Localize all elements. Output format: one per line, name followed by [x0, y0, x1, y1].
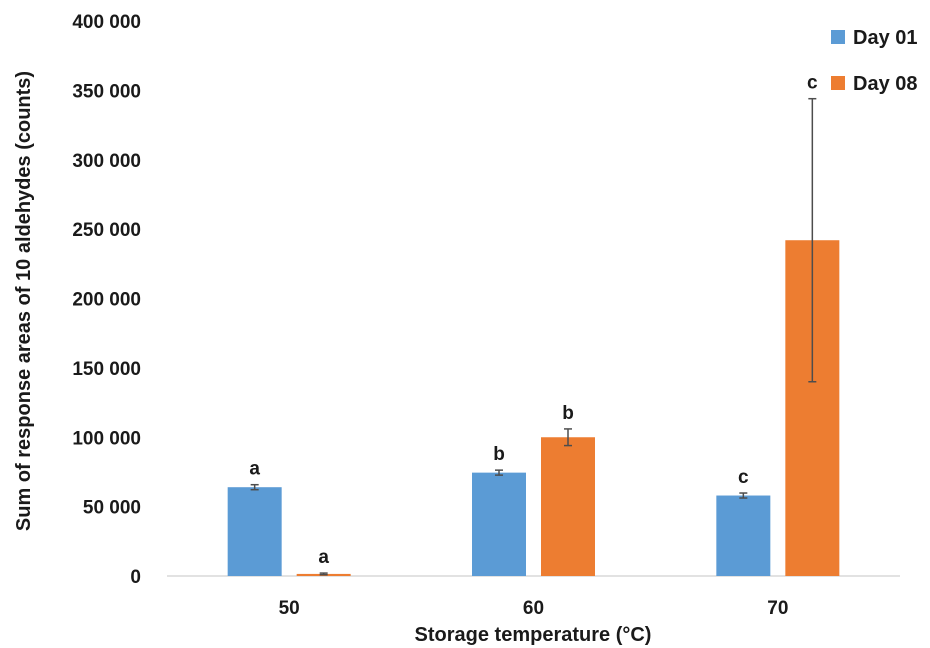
y-tick-label: 50 000: [83, 498, 141, 519]
legend-swatch: [831, 76, 845, 90]
x-tick-label: 70: [767, 598, 788, 619]
x-tick-label: 50: [279, 598, 300, 619]
significance-label: c: [807, 73, 818, 94]
legend: Day 01 Day 08: [831, 27, 918, 95]
significance-label: b: [562, 403, 574, 424]
legend-label: Day 08: [853, 73, 918, 95]
significance-label: c: [738, 467, 749, 488]
significance-label: b: [493, 444, 505, 465]
legend-label: Day 01: [853, 27, 918, 49]
x-axis-title: Storage temperature (°C): [415, 624, 652, 646]
y-axis-title: Sum of response areas of 10 aldehydes (c…: [13, 71, 35, 531]
bar: [541, 437, 595, 576]
y-tick-label: 400 000: [72, 12, 141, 33]
bar: [227, 487, 282, 576]
significance-label: a: [249, 459, 260, 480]
x-axis-ticks: 50 60 70: [279, 598, 789, 619]
bar: [716, 495, 771, 576]
y-tick-label: 250 000: [72, 220, 141, 241]
y-tick-label: 200 000: [72, 290, 141, 311]
legend-item-day-01: Day 01: [831, 27, 918, 49]
y-tick-label: 100 000: [72, 428, 141, 449]
y-tick-label: 350 000: [72, 81, 141, 102]
significance-label: a: [318, 547, 329, 568]
bar: [472, 472, 526, 576]
x-tick-label: 60: [523, 598, 544, 619]
bars: a a b b c c: [227, 73, 840, 576]
y-tick-label: 150 000: [72, 359, 141, 380]
y-tick-label: 300 000: [72, 151, 141, 172]
y-tick-label: 0: [130, 567, 141, 588]
legend-swatch: [831, 30, 845, 44]
legend-item-day-08: Day 08: [831, 73, 918, 95]
y-axis-ticks: 0 50 000 100 000 150 000 200 000 250 000 300 0…: [72, 12, 141, 588]
